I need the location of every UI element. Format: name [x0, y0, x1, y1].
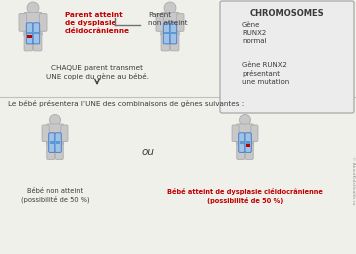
Text: Parent atteint
de dysplasie
cléidocrânienne: Parent atteint de dysplasie cléidocrânie… — [65, 12, 130, 34]
FancyBboxPatch shape — [24, 12, 42, 36]
FancyBboxPatch shape — [229, 20, 237, 46]
FancyBboxPatch shape — [33, 23, 40, 44]
Circle shape — [164, 2, 176, 14]
Text: Parent
non atteint: Parent non atteint — [148, 12, 188, 26]
Text: © AboutKidsHealth.ca: © AboutKidsHealth.ca — [351, 156, 355, 204]
Bar — [240, 141, 244, 144]
Bar — [50, 141, 54, 144]
Bar — [27, 35, 32, 38]
FancyBboxPatch shape — [49, 133, 55, 152]
FancyBboxPatch shape — [237, 143, 245, 160]
FancyBboxPatch shape — [177, 14, 184, 31]
Bar — [230, 71, 236, 74]
Text: Bébé non atteint
(possibilité de 50 %): Bébé non atteint (possibilité de 50 %) — [21, 188, 89, 203]
Bar — [230, 31, 236, 35]
FancyBboxPatch shape — [236, 124, 253, 146]
FancyBboxPatch shape — [55, 133, 61, 152]
Text: CHROMOSOMES: CHROMOSOMES — [250, 9, 324, 18]
Text: Gène RUNX2
présentant
une mutation: Gène RUNX2 présentant une mutation — [242, 62, 289, 85]
FancyBboxPatch shape — [161, 12, 179, 36]
Text: Gène
RUNX2
normal: Gène RUNX2 normal — [242, 22, 267, 44]
Bar — [56, 141, 60, 144]
Bar — [171, 32, 176, 35]
FancyBboxPatch shape — [47, 143, 54, 160]
FancyBboxPatch shape — [61, 125, 68, 141]
Bar — [164, 32, 169, 35]
Text: Bébé atteint de dysplasie cléidocrânienne
(possibilité de 50 %): Bébé atteint de dysplasie cléidocrânienn… — [167, 188, 323, 204]
FancyBboxPatch shape — [33, 33, 42, 51]
Bar — [27, 32, 32, 35]
FancyBboxPatch shape — [171, 33, 179, 51]
FancyBboxPatch shape — [42, 125, 49, 141]
FancyBboxPatch shape — [161, 33, 169, 51]
FancyBboxPatch shape — [245, 143, 253, 160]
FancyBboxPatch shape — [229, 60, 237, 86]
FancyBboxPatch shape — [19, 14, 27, 31]
FancyBboxPatch shape — [232, 125, 239, 141]
Bar — [246, 141, 250, 144]
Bar — [34, 32, 38, 35]
FancyBboxPatch shape — [251, 125, 258, 141]
FancyBboxPatch shape — [163, 23, 170, 44]
FancyBboxPatch shape — [24, 33, 32, 51]
Text: CHAQUE parent transmet
UNE copie du gène au bébé.: CHAQUE parent transmet UNE copie du gène… — [46, 65, 148, 81]
Circle shape — [27, 2, 39, 14]
Text: Le bébé présentera l’UNE des combinaisons de gènes suivantes :: Le bébé présentera l’UNE des combinaison… — [8, 100, 244, 107]
Bar — [246, 144, 250, 147]
Text: ou: ou — [141, 147, 155, 157]
Circle shape — [240, 115, 251, 125]
FancyBboxPatch shape — [56, 143, 63, 160]
FancyBboxPatch shape — [239, 133, 245, 152]
Circle shape — [49, 115, 61, 125]
Bar — [230, 73, 236, 77]
FancyBboxPatch shape — [245, 133, 251, 152]
FancyBboxPatch shape — [220, 1, 354, 113]
FancyBboxPatch shape — [40, 14, 47, 31]
FancyBboxPatch shape — [170, 23, 177, 44]
FancyBboxPatch shape — [156, 14, 163, 31]
FancyBboxPatch shape — [26, 23, 33, 44]
FancyBboxPatch shape — [47, 124, 63, 146]
